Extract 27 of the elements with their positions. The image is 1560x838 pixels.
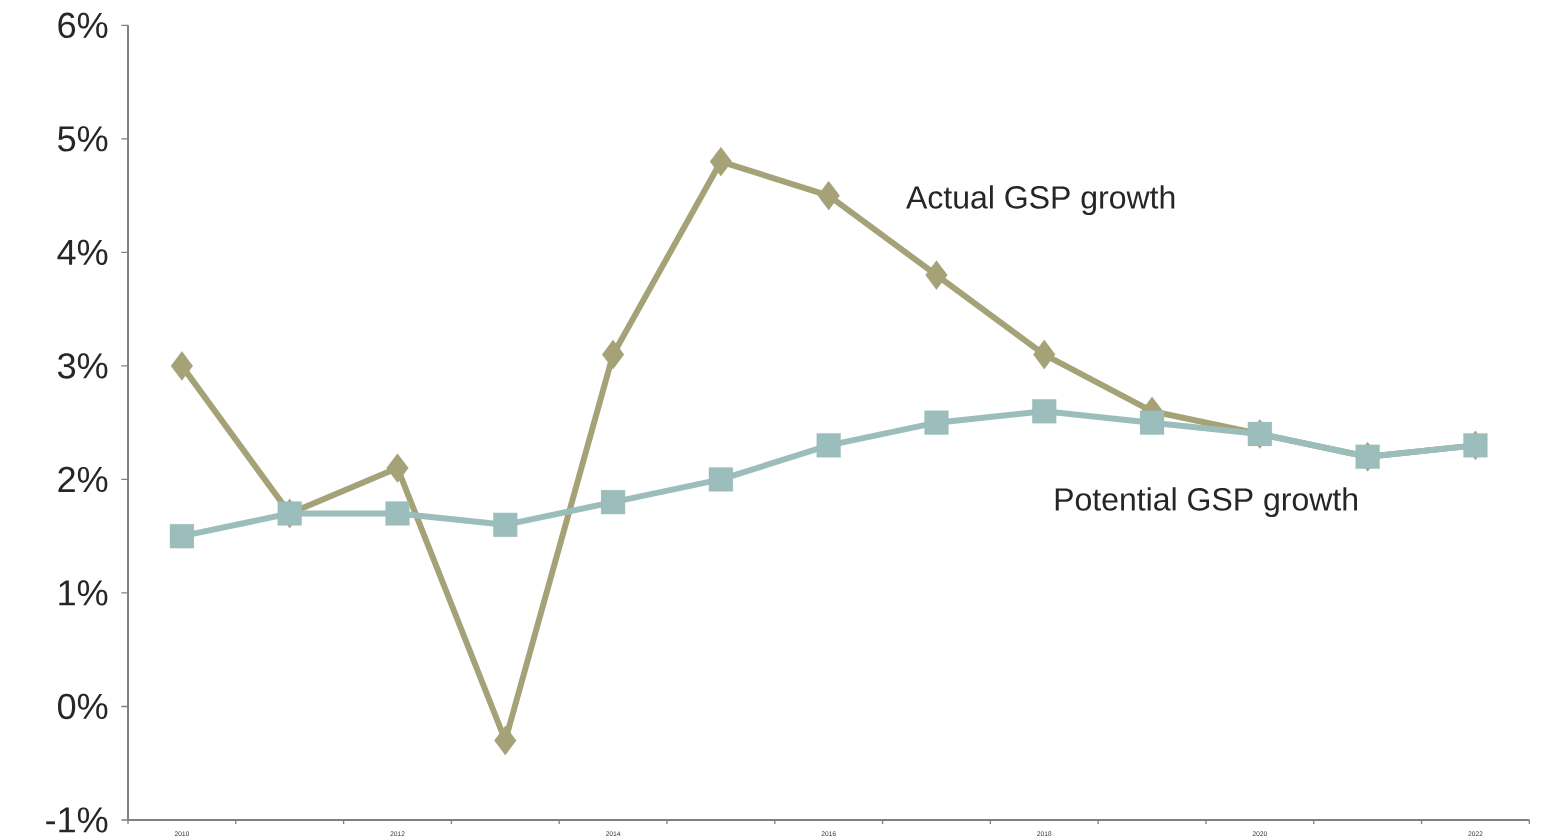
y-tick-label: 2% — [58, 466, 108, 493]
point — [494, 725, 517, 756]
point — [493, 512, 518, 537]
y-tick-label: 4% — [57, 239, 108, 265]
y-tick-label: 5% — [58, 126, 108, 152]
point — [708, 467, 733, 492]
point — [1139, 410, 1165, 435]
point — [385, 501, 410, 526]
series-label: Potential GSP growth — [1055, 487, 1357, 518]
y-tick-label: 6% — [58, 12, 108, 39]
y-tick-label: 0% — [58, 693, 108, 720]
point — [925, 260, 948, 290]
point — [1032, 399, 1057, 424]
point — [169, 524, 194, 549]
point — [709, 146, 732, 177]
point — [170, 351, 193, 381]
y-tick-label: -1% — [46, 807, 108, 833]
point — [817, 180, 840, 211]
point — [386, 453, 409, 483]
y-tick-label: 3% — [57, 353, 108, 379]
point — [1033, 339, 1056, 370]
point — [601, 490, 626, 515]
point — [602, 339, 625, 370]
point — [924, 410, 949, 435]
series-label: Actual GSP growth — [906, 185, 1175, 216]
point — [816, 433, 841, 458]
y-tick-label: 1% — [59, 580, 108, 606]
